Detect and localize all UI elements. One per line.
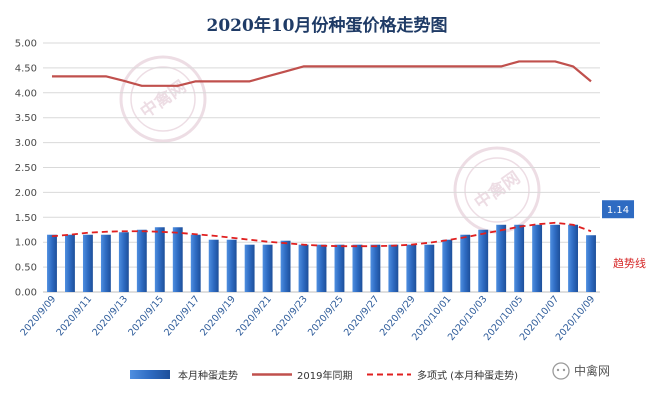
brand-name: 中禽网: [574, 363, 610, 378]
y-tick-label: 2.00: [15, 188, 37, 199]
x-tick-label: 2020/9/23: [270, 294, 310, 338]
brand-mark: 中禽网: [552, 362, 610, 380]
legend-label-2019: 2019年同期: [297, 369, 352, 382]
x-tick-label: 2020/9/09: [19, 294, 59, 338]
line-series: [51, 60, 592, 248]
x-tick-label: 2020/9/25: [306, 294, 346, 338]
trend-label: 趋势线: [613, 256, 646, 270]
bar: [352, 244, 363, 292]
bar: [514, 224, 525, 292]
legend-label-bars: 本月种蛋走势: [178, 369, 238, 382]
watermark-0: 中禽网: [119, 55, 207, 143]
y-tick-label: 4.50: [15, 63, 37, 74]
bar: [65, 234, 75, 292]
watermark-text: 中禽网: [136, 76, 190, 122]
bar: [316, 244, 327, 292]
y-tick-label: 3.00: [15, 138, 37, 149]
bar: [262, 244, 273, 292]
wechat-icon-eye-right: [562, 368, 566, 372]
y-tick-label: 0.50: [15, 263, 37, 274]
bar: [226, 239, 237, 292]
bar: [334, 244, 345, 292]
y-tick-label: 3.50: [15, 113, 37, 124]
bar: [190, 234, 201, 292]
x-tick-label: 2020/9/11: [54, 294, 94, 338]
y-tick-label: 1.00: [15, 238, 37, 249]
bar: [172, 227, 183, 292]
y-tick-label: 4.00: [15, 88, 37, 99]
watermark-1: 中禽网: [453, 146, 541, 234]
bar: [298, 244, 309, 292]
data-label: 1.14: [607, 205, 629, 216]
bar: [154, 227, 165, 292]
last-value-callout: 1.14: [602, 200, 635, 219]
wechat-icon: [552, 362, 570, 380]
bar: [370, 244, 381, 292]
bar: [118, 232, 129, 292]
y-tick-label: 0.00: [15, 288, 37, 299]
watermark-text: 中禽网: [470, 167, 524, 213]
bar: [496, 224, 507, 292]
x-axis-ticks: 2020/9/092020/9/112020/9/132020/9/152020…: [19, 294, 598, 343]
bar: [136, 229, 147, 292]
bar: [550, 224, 561, 292]
bar: [424, 244, 435, 292]
bar: [47, 234, 57, 292]
y-tick-label: 5.00: [15, 39, 37, 50]
legend-swatch-bars: [130, 370, 170, 379]
y-axis-ticks: 0.00 0.50 1.00 1.50 2.00 2.50 3.00 3.50 4.00 4.50…: [15, 39, 37, 299]
x-tick-label: 2020/9/15: [126, 294, 166, 338]
bar: [406, 244, 417, 292]
bar: [280, 240, 291, 292]
legend: 本月种蛋走势 2019年同期 多项式 (本月种蛋走势): [130, 369, 518, 382]
bar: [568, 224, 578, 292]
bar: [388, 244, 399, 292]
bar: [586, 235, 596, 292]
chart-title: 2020年10月份种蛋价格走势图: [207, 15, 448, 36]
watermark-inner-ring: [464, 157, 530, 223]
x-tick-label: 2020/9/19: [198, 294, 238, 338]
bar: [442, 239, 453, 292]
watermark-ring: [119, 55, 207, 143]
y-tick-label: 2.50: [15, 163, 37, 174]
x-tick-label: 2020/9/29: [378, 294, 418, 338]
wechat-icon-eye-left: [556, 368, 560, 372]
legend-label-trend: 多项式 (本月种蛋走势): [417, 369, 518, 382]
bar-series: [47, 224, 596, 292]
x-tick-label: 2020/9/13: [90, 294, 130, 338]
x-tick-label: 2020/9/21: [234, 294, 274, 338]
bar: [82, 234, 93, 292]
bar: [100, 234, 111, 292]
y-tick-label: 1.50: [15, 213, 37, 224]
bar: [460, 234, 471, 292]
x-tick-label: 2020/9/27: [342, 294, 382, 338]
bar: [532, 224, 543, 292]
line-2019: [51, 60, 592, 87]
bar: [478, 229, 489, 292]
watermark-inner-ring: [130, 66, 196, 132]
bar: [244, 244, 255, 292]
trend-line: [51, 221, 592, 248]
callout-box: [602, 200, 635, 219]
x-tick-label: 2020/9/17: [162, 294, 202, 338]
bar: [208, 239, 219, 292]
